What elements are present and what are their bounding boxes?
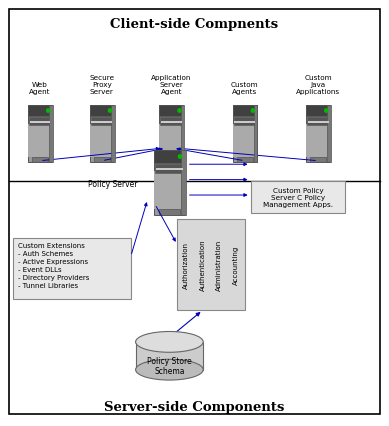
FancyBboxPatch shape (154, 151, 185, 164)
Text: Client-side Compnents: Client-side Compnents (110, 18, 279, 31)
Text: Custom Policy
Server C Policy
Management Apps.: Custom Policy Server C Policy Management… (263, 187, 333, 207)
FancyBboxPatch shape (306, 106, 330, 162)
Text: Authentication: Authentication (200, 239, 205, 291)
Text: Secure
Proxy
Server: Secure Proxy Server (89, 75, 114, 95)
FancyBboxPatch shape (30, 122, 51, 124)
FancyBboxPatch shape (306, 125, 330, 157)
FancyBboxPatch shape (233, 106, 257, 117)
FancyBboxPatch shape (177, 219, 245, 311)
FancyBboxPatch shape (159, 106, 184, 162)
FancyBboxPatch shape (9, 10, 380, 414)
Circle shape (109, 109, 112, 113)
Ellipse shape (136, 360, 203, 380)
FancyBboxPatch shape (328, 106, 331, 162)
Circle shape (178, 109, 181, 113)
FancyBboxPatch shape (89, 106, 114, 117)
FancyBboxPatch shape (13, 239, 131, 300)
FancyBboxPatch shape (28, 106, 52, 162)
Text: Custom
Java
Applications: Custom Java Applications (296, 75, 340, 95)
Text: Custom Extensions
- Auth Schemes
- Active Expressions
- Event DLLs
- Directory P: Custom Extensions - Auth Schemes - Activ… (18, 243, 89, 288)
FancyBboxPatch shape (159, 210, 180, 215)
Polygon shape (136, 342, 203, 370)
Text: Policy Store
Schema: Policy Store Schema (147, 356, 192, 375)
Circle shape (47, 109, 50, 113)
Text: Policy Server: Policy Server (88, 179, 138, 188)
FancyBboxPatch shape (28, 106, 52, 117)
FancyBboxPatch shape (251, 181, 345, 213)
Text: Custom
Agents: Custom Agents (231, 81, 259, 95)
FancyBboxPatch shape (306, 106, 330, 117)
FancyBboxPatch shape (233, 106, 257, 162)
Circle shape (251, 109, 254, 113)
FancyBboxPatch shape (254, 106, 258, 162)
FancyBboxPatch shape (233, 125, 257, 157)
Ellipse shape (136, 332, 203, 352)
FancyBboxPatch shape (163, 157, 179, 162)
FancyBboxPatch shape (91, 122, 112, 124)
FancyBboxPatch shape (91, 118, 113, 126)
Text: Administration: Administration (216, 239, 223, 291)
FancyBboxPatch shape (94, 157, 110, 162)
FancyBboxPatch shape (159, 106, 184, 117)
Circle shape (325, 109, 328, 113)
FancyBboxPatch shape (234, 118, 256, 126)
FancyBboxPatch shape (32, 157, 48, 162)
Text: Server-side Components: Server-side Components (104, 400, 285, 413)
FancyBboxPatch shape (159, 125, 184, 157)
FancyBboxPatch shape (111, 106, 114, 162)
FancyBboxPatch shape (181, 151, 186, 215)
FancyBboxPatch shape (180, 106, 184, 162)
FancyBboxPatch shape (29, 118, 51, 126)
FancyBboxPatch shape (237, 157, 253, 162)
Circle shape (179, 155, 182, 159)
FancyBboxPatch shape (310, 157, 326, 162)
FancyBboxPatch shape (234, 122, 255, 124)
FancyBboxPatch shape (89, 125, 114, 157)
FancyBboxPatch shape (89, 106, 114, 162)
FancyBboxPatch shape (49, 106, 53, 162)
Text: Web
Agent: Web Agent (29, 81, 51, 95)
FancyBboxPatch shape (161, 122, 182, 124)
FancyBboxPatch shape (155, 165, 184, 174)
FancyBboxPatch shape (156, 169, 183, 171)
Text: Authorization: Authorization (182, 242, 189, 288)
FancyBboxPatch shape (154, 151, 185, 215)
FancyBboxPatch shape (308, 122, 329, 124)
FancyBboxPatch shape (160, 118, 182, 126)
FancyBboxPatch shape (307, 118, 329, 126)
Text: Application
Server
Agent: Application Server Agent (151, 75, 191, 95)
Text: Accounting: Accounting (233, 245, 239, 285)
FancyBboxPatch shape (28, 125, 52, 157)
FancyBboxPatch shape (154, 172, 185, 210)
